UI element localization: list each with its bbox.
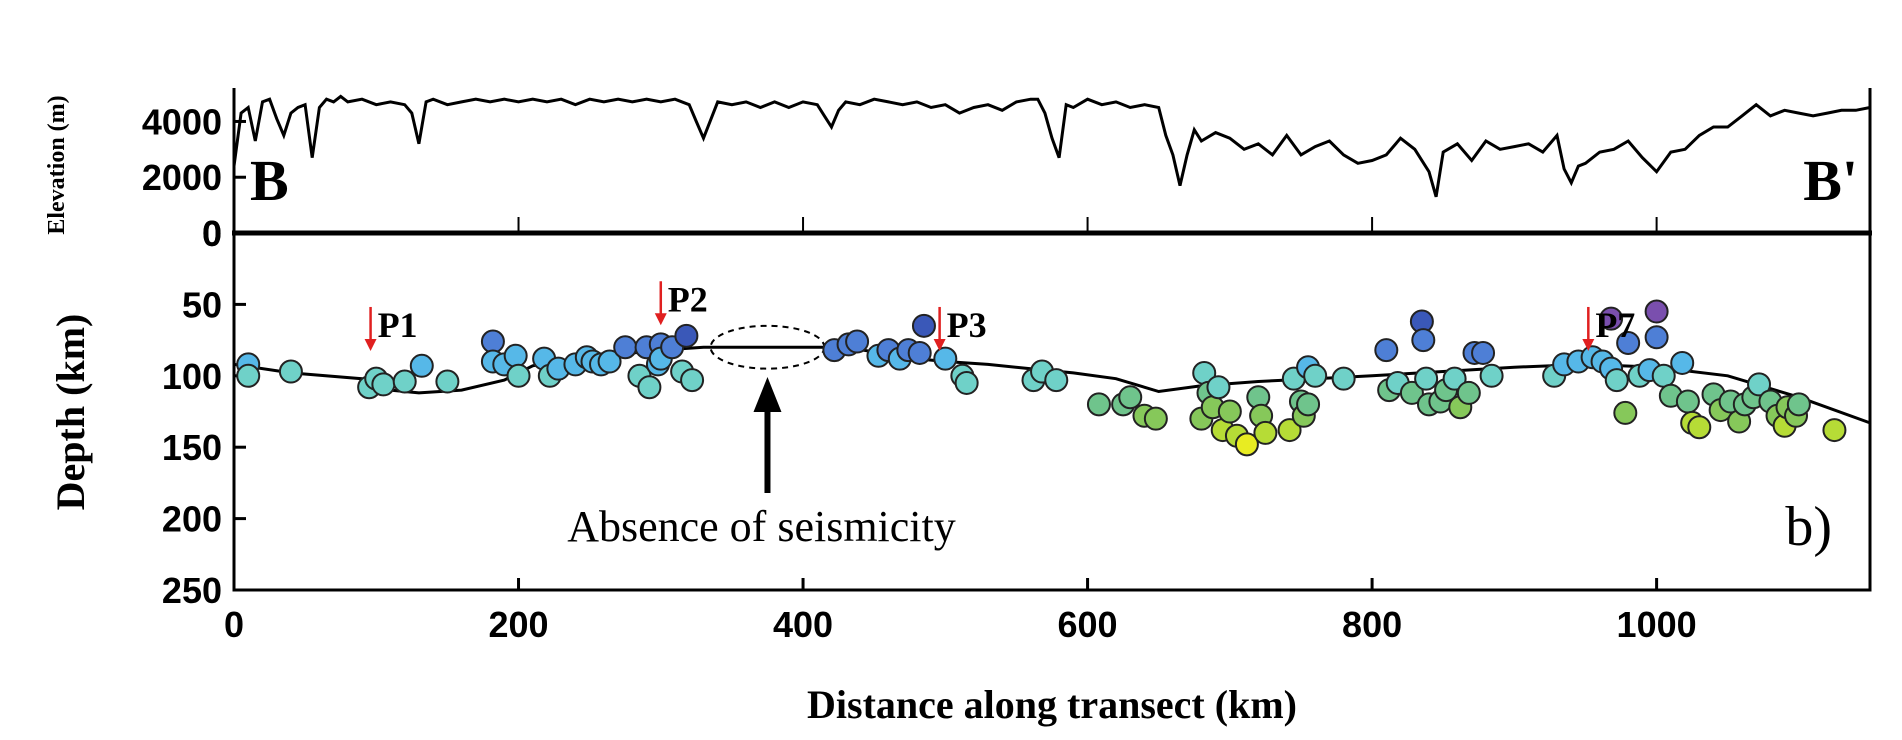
depth-tick-label: 150 bbox=[162, 427, 222, 468]
profile-point-label: P7 bbox=[1595, 305, 1635, 345]
earthquake-marker bbox=[371, 372, 396, 397]
x-tick-label: 800 bbox=[1342, 604, 1402, 645]
red-pointer-arrow-head bbox=[364, 338, 377, 351]
earthquake-marker bbox=[1786, 392, 1811, 417]
x-tick-label: 0 bbox=[224, 604, 244, 645]
gap-annotation-label: Absence of seismicity bbox=[567, 502, 956, 551]
earthquake-marker bbox=[278, 359, 303, 384]
x-axis-ticks: 0 200 400 600 800 1000 bbox=[224, 217, 1697, 645]
earthquake-marker bbox=[1442, 366, 1467, 391]
earthquake-marker bbox=[637, 375, 662, 400]
earthquake-marker bbox=[1374, 338, 1399, 363]
profile-point-label: P2 bbox=[668, 279, 708, 319]
earthquake-marker bbox=[435, 369, 460, 394]
earthquake-marker bbox=[1604, 368, 1629, 393]
earthquake-marker bbox=[907, 340, 932, 365]
earthquake-marker bbox=[1253, 420, 1278, 445]
elevation-profile-line bbox=[232, 94, 1871, 198]
earthquake-marker bbox=[506, 363, 531, 388]
x-tick-label: 600 bbox=[1058, 604, 1118, 645]
earthquake-marker bbox=[236, 363, 261, 388]
earthquake-marker bbox=[1143, 406, 1168, 431]
elevation-tick-label: 2000 bbox=[142, 157, 222, 198]
gap-arrow-head bbox=[753, 377, 782, 412]
depth-tick-label: 50 bbox=[182, 284, 222, 325]
elevation-tick-label: 4000 bbox=[142, 101, 222, 142]
depth-panel: 0 200 400 600 800 1000 0 50 100 150 200 250 Distan… bbox=[48, 213, 1872, 727]
earthquake-marker bbox=[1456, 380, 1481, 405]
red-pointer-arrow-head bbox=[654, 313, 667, 326]
earthquake-marker bbox=[1217, 399, 1242, 424]
depth-axis-title: Depth (km) bbox=[48, 314, 93, 511]
panel-label: b) bbox=[1785, 496, 1832, 558]
earthquake-marker bbox=[1687, 415, 1712, 440]
earthquake-marker bbox=[597, 349, 622, 374]
earthquake-marker bbox=[1234, 432, 1259, 457]
depth-plot-frame bbox=[232, 231, 1872, 592]
x-tick-label: 1000 bbox=[1617, 604, 1697, 645]
earthquake-marker bbox=[1303, 363, 1328, 388]
earthquake-marker bbox=[1599, 306, 1624, 331]
earthquake-marker bbox=[1044, 368, 1069, 393]
earthquake-marker bbox=[1613, 400, 1638, 425]
earthquake-marker bbox=[1471, 340, 1496, 365]
earthquake-marker bbox=[1399, 380, 1424, 405]
x-tick-label: 200 bbox=[488, 604, 548, 645]
x-axis-title: Distance along transect (km) bbox=[807, 682, 1297, 727]
earthquake-marker bbox=[1675, 389, 1700, 414]
earthquake-marker bbox=[1086, 392, 1111, 417]
earthquake-marker bbox=[1296, 392, 1321, 417]
earthquake-marker bbox=[1670, 350, 1695, 375]
depth-tick-label: 100 bbox=[162, 356, 222, 397]
red-pointer-arrow-head bbox=[933, 338, 946, 351]
depth-tick-label: 200 bbox=[162, 499, 222, 540]
earthquake-marker bbox=[480, 329, 505, 354]
earthquake-marker bbox=[680, 368, 705, 393]
profile-start-label: B bbox=[250, 148, 289, 213]
depth-tick-label: 250 bbox=[162, 570, 222, 611]
profile-point-label: P1 bbox=[378, 305, 418, 345]
earthquake-marker bbox=[1644, 325, 1669, 350]
profile-point-label: P3 bbox=[947, 305, 987, 345]
earthquake-marker bbox=[1277, 418, 1302, 443]
earthquake-marker bbox=[1479, 363, 1504, 388]
earthquake-marker bbox=[392, 369, 417, 394]
earthquake-hypocenters bbox=[236, 299, 1847, 457]
elevation-axis-title: Elevation (m) bbox=[44, 95, 70, 234]
earthquake-marker bbox=[1411, 328, 1436, 353]
earthquake-marker bbox=[1414, 366, 1439, 391]
earthquake-marker bbox=[1822, 418, 1847, 443]
earthquake-marker bbox=[1118, 385, 1143, 410]
earthquake-marker bbox=[674, 323, 699, 348]
x-tick-label: 400 bbox=[773, 604, 833, 645]
earthquake-marker bbox=[911, 313, 936, 338]
earthquake-marker bbox=[845, 329, 870, 354]
earthquake-marker bbox=[1331, 366, 1356, 391]
earthquake-marker bbox=[1644, 299, 1669, 324]
red-pointer-arrow-head bbox=[1582, 338, 1595, 351]
earthquake-marker bbox=[1747, 372, 1772, 397]
earthquake-marker bbox=[1616, 330, 1641, 355]
earthquake-marker bbox=[933, 346, 958, 371]
earthquake-marker bbox=[503, 343, 528, 368]
profile-annotations: P1 P2 P3 P7 Absence of seismicity bbox=[364, 279, 1635, 551]
depth-y-ticks: 0 50 100 150 200 250 bbox=[162, 213, 246, 611]
earthquake-marker bbox=[613, 335, 638, 360]
earthquake-marker bbox=[1206, 375, 1231, 400]
profile-end-label: B' bbox=[1803, 148, 1858, 213]
elevation-tick-label: 0 bbox=[202, 213, 222, 254]
elevation-y-ticks: 0 2000 4000 bbox=[142, 101, 246, 254]
elevation-panel: 0 2000 4000 Elevation (m) B B' bbox=[44, 88, 1872, 254]
depth-tick-label: 0 bbox=[202, 213, 222, 254]
earthquake-marker bbox=[954, 370, 979, 395]
earthquake-marker bbox=[409, 353, 434, 378]
